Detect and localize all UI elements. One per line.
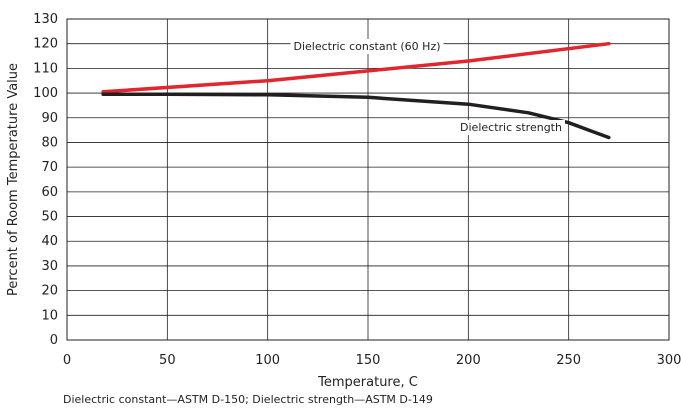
x-tick-label: 200 [456,353,481,368]
y-tick-label: 10 [41,308,58,323]
y-tick-label: 90 [41,111,58,126]
dielectric-constant-line [101,41,611,94]
y-axis-title: Percent of Room Temperature Value [6,63,21,296]
grid [66,18,670,341]
y-tick-label: 110 [33,61,58,76]
y-tick-label: 100 [33,86,58,101]
x-tick-label: 0 [63,353,71,368]
x-axis-title: Temperature, C [317,375,418,390]
y-tick-label: 80 [41,135,58,150]
y-tick-label: 130 [33,12,58,27]
x-tick-label: 150 [356,353,381,368]
x-tick-label: 100 [255,353,280,368]
plot-frame [66,18,670,341]
dielectric-strength-label: Dielectric strength [460,121,562,134]
y-tick-label: 40 [41,234,58,249]
y-tick-label: 70 [41,160,58,175]
x-tick-label: 50 [159,353,176,368]
y-tick-label: 60 [41,185,58,200]
y-tick-label: 0 [50,333,58,348]
y-tick-label: 30 [41,259,58,274]
x-tick-label: 300 [657,353,681,368]
dielectric-constant-label: Dielectric constant (60 Hz) [293,40,440,53]
tick-labels: 0 10 20 30 40 50 60 70 80 90 100 110 120 130 0 50 100 150… [33,12,681,368]
x-tick-label: 250 [556,353,581,368]
dielectric-strength-label-bg [457,120,565,135]
footnote: Dielectric constant—ASTM D-150; Dielectr… [63,393,433,406]
y-tick-label: 120 [33,37,58,52]
dielectric-constant-label-bg [290,39,444,54]
series-lines [101,41,611,140]
y-tick-label: 50 [41,210,58,225]
y-tick-label: 20 [41,284,58,299]
series-labels: Dielectric constant (60 Hz) Dielectric st… [290,39,565,135]
dielectric-strength-line [101,92,611,140]
